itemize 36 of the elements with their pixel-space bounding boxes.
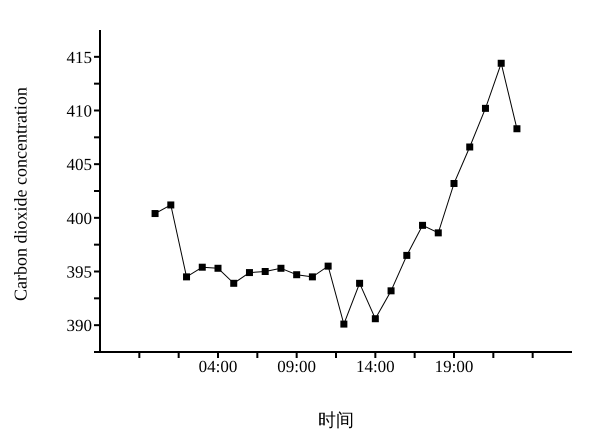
point bbox=[230, 280, 238, 287]
point bbox=[152, 210, 159, 218]
x-tick-label: 04:00 bbox=[198, 357, 238, 376]
point bbox=[513, 125, 520, 132]
point bbox=[246, 269, 253, 276]
x-tick-label: 19:00 bbox=[434, 357, 474, 376]
point bbox=[482, 104, 489, 112]
point bbox=[340, 320, 348, 328]
y-tick-label: 395 bbox=[66, 262, 92, 282]
point bbox=[293, 271, 300, 278]
point bbox=[183, 273, 190, 280]
x-tick-label: 09:00 bbox=[277, 357, 316, 376]
point bbox=[450, 180, 458, 187]
point bbox=[214, 264, 222, 272]
y-axis-title: Carbon dioxide concentration bbox=[10, 87, 30, 301]
point bbox=[466, 143, 474, 150]
point bbox=[498, 60, 505, 67]
point bbox=[198, 264, 206, 271]
point bbox=[262, 268, 269, 275]
point bbox=[434, 229, 442, 236]
x-axis-title: 时间 bbox=[318, 410, 354, 430]
y-tick-label: 400 bbox=[66, 208, 92, 228]
point bbox=[324, 262, 332, 270]
point bbox=[308, 273, 316, 280]
y-tick-label: 415 bbox=[66, 48, 92, 67]
point bbox=[372, 315, 379, 322]
point bbox=[388, 287, 395, 294]
y-tick-label: 390 bbox=[66, 316, 92, 336]
y-tick-label: 405 bbox=[66, 155, 92, 174]
x-tick-label: 14:00 bbox=[356, 357, 395, 376]
point bbox=[403, 252, 410, 259]
point bbox=[277, 264, 284, 272]
point bbox=[356, 280, 364, 287]
point bbox=[419, 222, 426, 229]
point bbox=[167, 201, 174, 208]
y-tick-label: 410 bbox=[66, 102, 92, 121]
